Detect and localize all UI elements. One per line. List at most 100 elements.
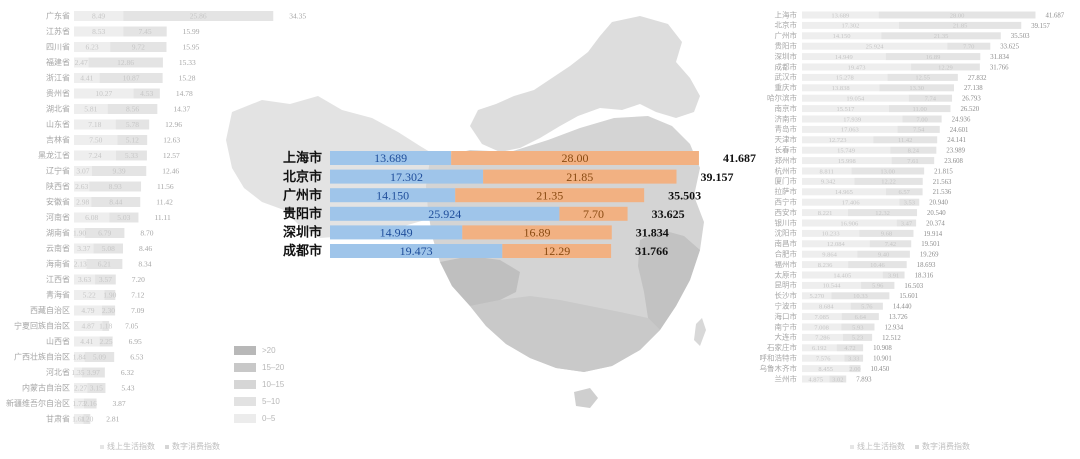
- data-label-total: 24.601: [950, 127, 969, 134]
- map-legend-label: 10–15: [262, 380, 285, 389]
- bar-online: [802, 302, 851, 310]
- data-label-digital: 9.39: [112, 167, 125, 176]
- bar-online: [330, 206, 560, 221]
- data-label-online: 8.236: [818, 262, 833, 269]
- data-label-digital: 5.12: [126, 136, 139, 145]
- data-label-online: 19.473: [848, 64, 866, 71]
- data-label-total: 15.28: [179, 74, 196, 83]
- data-label-digital: 5.09: [93, 353, 106, 362]
- data-label-digital: 4.53: [140, 89, 153, 98]
- map-legend-swatch: [234, 380, 256, 389]
- data-label-digital: 11.00: [912, 106, 926, 113]
- data-label-total: 6.53: [130, 353, 143, 362]
- data-label-total: 21.536: [933, 189, 952, 196]
- data-label-online: 15.278: [836, 75, 854, 82]
- data-label-digital: 7.70: [583, 207, 604, 221]
- bar-digital: [841, 323, 875, 331]
- data-label-total: 14.78: [176, 89, 193, 98]
- data-label-total: 15.99: [183, 27, 200, 36]
- category-label: 广东省: [46, 11, 70, 21]
- data-label-digital: 5.78: [126, 120, 139, 129]
- map-taiwan: [694, 318, 706, 346]
- category-label: 成都市: [283, 243, 322, 258]
- data-label-total: 7.893: [856, 376, 872, 383]
- bar-online: [74, 243, 94, 254]
- data-label-online: 5.270: [809, 293, 824, 300]
- bar-online: [74, 290, 105, 300]
- data-label-digital: 1.18: [99, 322, 112, 331]
- map-legend-label: 0–5: [262, 414, 276, 423]
- data-label-digital: 5.76: [861, 303, 873, 310]
- bar-online: [802, 333, 843, 341]
- data-label-digital: 5.93: [852, 324, 863, 331]
- series-legend-right: 线上生活指数 数字消费指数: [850, 441, 970, 452]
- bar-online: [802, 292, 832, 300]
- bar-digital: [85, 228, 125, 238]
- bar-online: [802, 219, 897, 227]
- legend-swatch-digital: [915, 444, 919, 449]
- bar-digital: [859, 229, 914, 237]
- bar-digital: [123, 11, 274, 21]
- data-label-total: 12.934: [884, 324, 903, 331]
- province-bar-chart: 广东省 8.49 25.86 34.35 江苏省 8.53 7.45 15.99 四川省 6.23…: [6, 11, 306, 424]
- category-label: 福建省: [46, 57, 70, 67]
- data-label-online: 1.90: [73, 229, 86, 238]
- category-label: 昆明市: [775, 280, 798, 290]
- bar-digital: [102, 321, 110, 331]
- bar-digital: [842, 333, 873, 341]
- bar-online: [74, 352, 85, 362]
- category-label: 南昌市: [775, 238, 798, 248]
- bar-online: [802, 136, 874, 144]
- bar-online: [802, 63, 912, 71]
- data-label-online: 7.50: [89, 136, 102, 145]
- data-label-online: 14.949: [380, 226, 413, 240]
- data-label-digital: 3.02: [832, 376, 843, 383]
- data-label-total: 23.989: [946, 148, 965, 155]
- bar-online: [802, 157, 892, 165]
- map-legend: >20 15–20 10–15 5–10 0–5: [234, 342, 284, 427]
- top-cities-bar-chart: 上海市 13.689 28.00 41.687 北京市 17.302 21.85 39.157…: [283, 150, 756, 258]
- data-label-online: 16.906: [840, 220, 859, 227]
- bar-online: [74, 274, 96, 285]
- bar-digital: [844, 354, 864, 362]
- data-label-total: 10.901: [873, 356, 892, 363]
- data-label-online: 14.150: [376, 188, 409, 202]
- data-label-total: 31.766: [990, 64, 1009, 71]
- data-label-digital: 8.24: [908, 147, 920, 154]
- data-label-digital: 7.00: [916, 116, 927, 123]
- data-label-total: 12.96: [165, 120, 182, 129]
- data-label-digital: 12.86: [117, 58, 134, 67]
- category-label: 上海市: [775, 9, 798, 19]
- bar-digital: [93, 243, 124, 254]
- data-label-total: 20.374: [926, 220, 945, 227]
- data-label-online: 5.81: [84, 105, 97, 114]
- data-label-total: 11.56: [157, 182, 174, 191]
- category-label: 西藏自治区: [30, 305, 70, 315]
- data-label-online: 2.27: [74, 384, 87, 393]
- data-label-total: 18.693: [917, 262, 936, 269]
- category-label: 西安市: [775, 207, 798, 217]
- bar-online: [74, 398, 85, 409]
- data-label-online: 10.233: [822, 231, 840, 238]
- bar-online: [802, 53, 886, 61]
- bar-online: [802, 375, 830, 383]
- bar-digital: [95, 274, 116, 285]
- bar-online: [802, 365, 850, 373]
- data-label-digital: 8.56: [126, 105, 139, 114]
- data-label-online: 8.49: [92, 12, 105, 21]
- bar-online: [802, 167, 852, 175]
- data-label-digital: 10.87: [123, 74, 140, 83]
- category-label: 河北省: [46, 367, 70, 377]
- category-label: 海口市: [775, 311, 798, 321]
- map-west: [226, 96, 470, 238]
- bar-digital: [81, 367, 105, 378]
- bar-digital: [89, 181, 142, 192]
- data-label-online: 17.063: [841, 127, 859, 134]
- bar-online: [74, 197, 92, 207]
- bar-online: [74, 259, 87, 269]
- category-label: 海南省: [46, 259, 70, 269]
- data-label-total: 31.834: [990, 54, 1009, 61]
- data-label-total: 21.563: [933, 179, 952, 186]
- data-label-digital: 7.42: [885, 241, 896, 248]
- legend-label-digital: 数字消费指数: [922, 442, 970, 451]
